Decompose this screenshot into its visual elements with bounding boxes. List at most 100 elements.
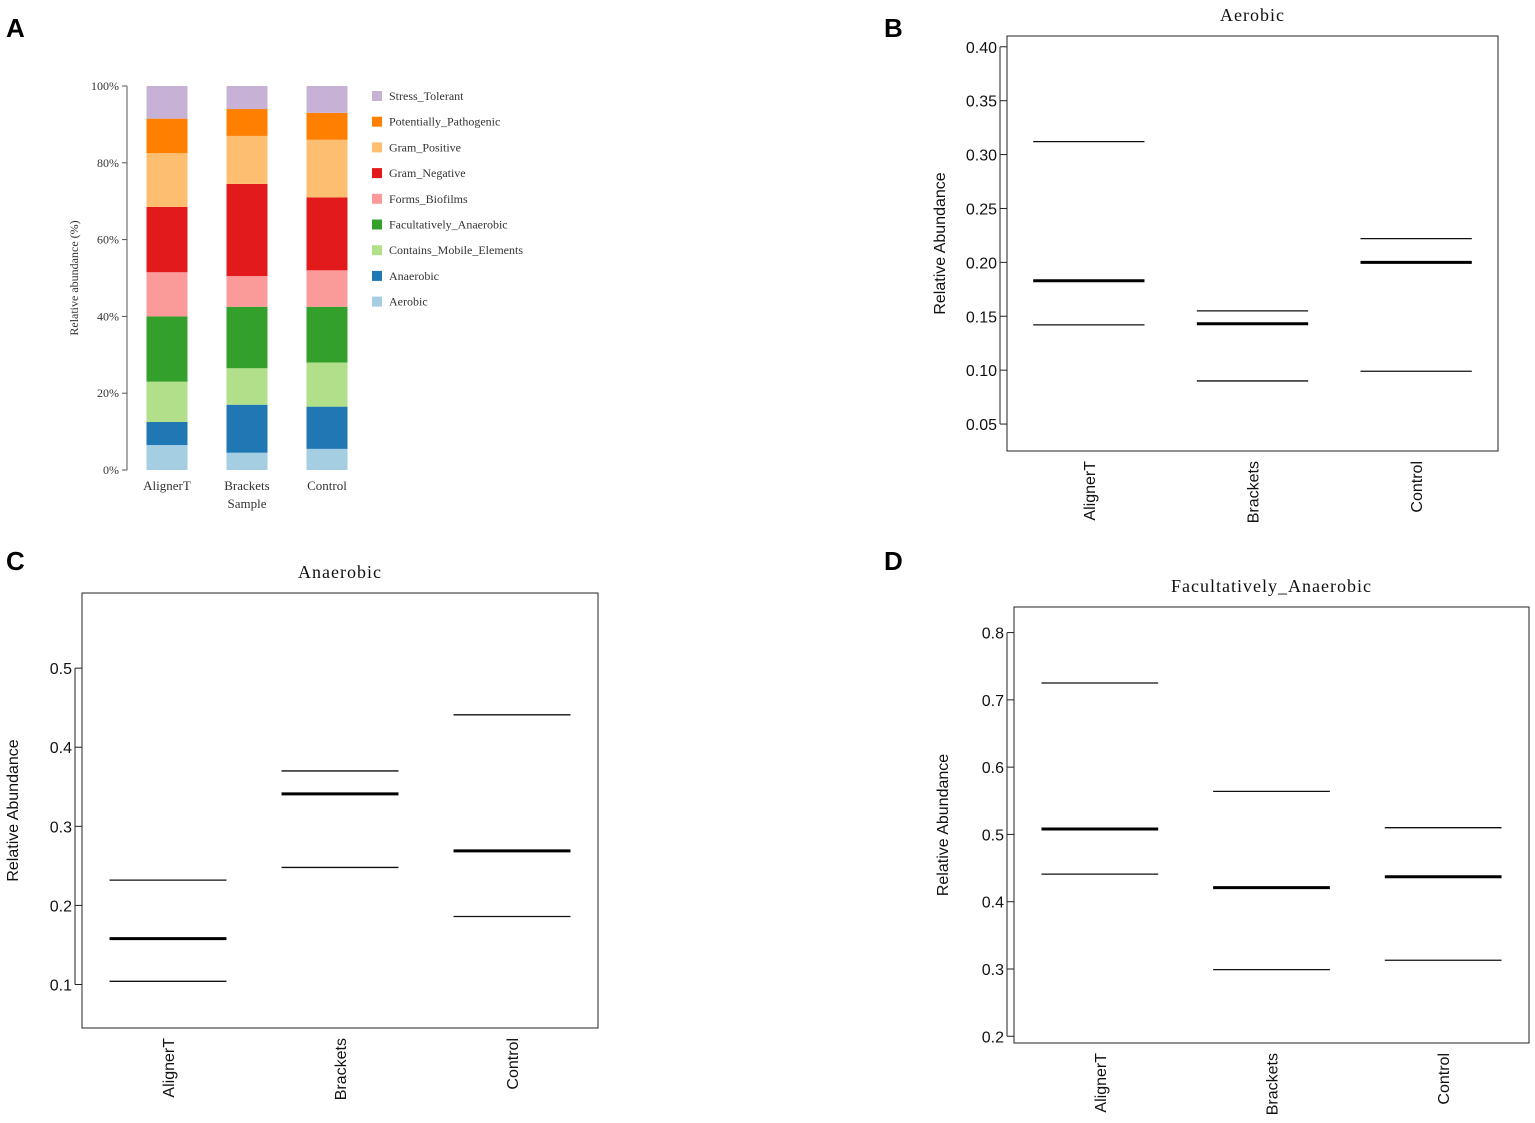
panel-a-bar-segment bbox=[306, 139, 348, 198]
panel-a-bar-segment bbox=[146, 118, 188, 154]
panel-letter-c: C bbox=[6, 546, 25, 576]
panel-a-bar-segment bbox=[146, 316, 188, 382]
panel-c-y-tick-label: 0.2 bbox=[50, 898, 72, 915]
panel-a-y-tick-label: 80% bbox=[97, 156, 119, 170]
panel-a-legend-swatch bbox=[372, 296, 382, 307]
panel-a-bar-segment bbox=[226, 306, 268, 369]
panel-d-plot-frame bbox=[1013, 606, 1530, 1044]
panel-a-bar-segment bbox=[226, 368, 268, 405]
panel-c-y-tick-label: 0.4 bbox=[50, 740, 72, 757]
panel-a-bar-segment bbox=[146, 86, 188, 119]
panel-a-y-tick-label: 40% bbox=[97, 309, 119, 323]
panel-a-y-tick-label: 100% bbox=[91, 79, 119, 93]
panel-letter-d: D bbox=[884, 546, 903, 576]
panel-d-y-tick-label: 0.4 bbox=[982, 895, 1004, 912]
panel-b-y-tick-label: 0.35 bbox=[966, 94, 997, 111]
panel-a-bar-segment bbox=[226, 109, 268, 136]
panel-c-x-tick-label: Control bbox=[505, 1038, 522, 1090]
panel-a-legend-swatch bbox=[372, 91, 382, 101]
panel-b-y-tick-label: 0.20 bbox=[966, 255, 997, 272]
panel-b-x-tick-label: Control bbox=[1409, 461, 1426, 513]
panel-a-bar-segment bbox=[226, 86, 268, 110]
panel-a-bar-segment bbox=[306, 448, 348, 470]
panel-d-x-tick-label: Control bbox=[1436, 1053, 1453, 1105]
panel-d-x-tick-label: Brackets bbox=[1265, 1053, 1282, 1115]
panel-d-y-tick-label: 0.5 bbox=[982, 827, 1004, 844]
panel-a-x-tick-label: Brackets bbox=[224, 478, 269, 493]
panel-a-legend-swatch bbox=[372, 245, 382, 256]
panel-a-bar-segment bbox=[306, 306, 348, 363]
panel-letter-a: A bbox=[6, 13, 25, 43]
panel-d-title: Facultatively_Anaerobic bbox=[1171, 576, 1372, 596]
panel-a-bar-segment bbox=[146, 445, 188, 470]
panel-b-y-tick-label: 0.05 bbox=[966, 417, 997, 434]
panel-d-y-tick-label: 0.6 bbox=[982, 760, 1004, 777]
panel-b-plot-frame bbox=[1006, 35, 1499, 452]
panel-c-y-axis-label: Relative Abundance bbox=[5, 739, 22, 881]
panel-a-bar-segment bbox=[306, 86, 348, 113]
panel-a-y-axis-label: Relative abundance (%) bbox=[67, 220, 81, 335]
panel-b-x-tick-label: Brackets bbox=[1246, 461, 1263, 523]
panel-d-y-tick-label: 0.8 bbox=[982, 626, 1004, 643]
panel-d-y-tick-label: 0.3 bbox=[982, 962, 1004, 979]
panel-d-facultatively-anaerobic-chart: Facultatively_Anaerobic 0.2 0.3 0.4 0.5 0.6 0.… bbox=[935, 576, 1530, 1115]
panel-a-legend-label: Gram_Positive bbox=[389, 140, 461, 154]
panel-d-y-axis-label: Relative Abundance bbox=[935, 754, 952, 896]
panel-a-legend-label: Facultatively_Anaerobic bbox=[389, 218, 508, 232]
panel-a-bar-segment bbox=[226, 404, 268, 453]
panel-a-bar-segment bbox=[146, 153, 188, 207]
panel-c-y-tick-label: 0.3 bbox=[50, 819, 72, 836]
panel-c-y-tick-label: 0.1 bbox=[50, 978, 72, 995]
panel-a-bar-segment bbox=[146, 381, 188, 422]
panel-a-legend-label: Potentially_Pathogenic bbox=[389, 115, 500, 129]
panel-b-y-tick-label: 0.25 bbox=[966, 201, 997, 218]
panel-a-bar-segment bbox=[226, 276, 268, 307]
panel-a-legend-label: Forms_Biofilms bbox=[389, 192, 468, 206]
panel-a-y-tick-label: 0% bbox=[103, 463, 119, 477]
panel-a-bar-segment bbox=[306, 406, 348, 449]
panel-a-bar-segment bbox=[146, 422, 188, 446]
panel-a-bar-segment bbox=[306, 112, 348, 140]
panel-a-bar-segment bbox=[306, 362, 348, 407]
panel-b-y-tick-label: 0.15 bbox=[966, 309, 997, 326]
panel-c-plot-frame bbox=[81, 592, 599, 1029]
panel-b-y-tick-label: 0.10 bbox=[966, 363, 997, 380]
panel-a-legend-swatch bbox=[372, 193, 382, 204]
panel-a-legend-swatch bbox=[372, 219, 382, 230]
panel-b-x-tick-label: AlignerT bbox=[1082, 461, 1099, 521]
panel-letter-b: B bbox=[884, 13, 903, 43]
panel-a-legend-label: Gram_Negative bbox=[389, 166, 466, 180]
panel-a-bar-segment bbox=[306, 270, 348, 307]
panel-c-title: Anaerobic bbox=[298, 562, 382, 582]
panel-b-title: Aerobic bbox=[1220, 5, 1285, 25]
panel-a-x-tick-label: AlignerT bbox=[143, 478, 191, 493]
panel-d-y-tick-label: 0.2 bbox=[982, 1029, 1004, 1046]
panel-a-legend-label: Contains_Mobile_Elements bbox=[389, 243, 523, 257]
panel-b-y-axis-label: Relative Abundance bbox=[932, 172, 949, 314]
panel-a-y-tick-label: 60% bbox=[97, 233, 119, 247]
panel-a-x-axis-label: Sample bbox=[228, 496, 267, 511]
panel-c-x-tick-label: Brackets bbox=[333, 1038, 350, 1100]
panel-a-x-tick-label: Control bbox=[307, 478, 347, 493]
panel-a-y-tick-label: 20% bbox=[97, 386, 119, 400]
panel-a-legend-swatch bbox=[372, 142, 382, 153]
panel-c-anaerobic-chart: Anaerobic 0.1 0.2 0.3 0.4 0.5 Relative Abundan… bbox=[5, 562, 599, 1100]
panel-b-y-tick-label: 0.30 bbox=[966, 148, 997, 165]
panel-a-legend-label: Stress_Tolerant bbox=[389, 89, 464, 103]
panel-a-legend-swatch bbox=[372, 270, 382, 281]
panel-a-legend-label: Anaerobic bbox=[389, 269, 439, 283]
panel-b-aerobic-chart: Aerobic 0.05 0.10 0.15 0.20 0.25 0.30 0.35 0.40 R… bbox=[932, 5, 1499, 523]
panel-d-y-tick-label: 0.7 bbox=[982, 693, 1004, 710]
panel-a-legend-label: Aerobic bbox=[389, 295, 428, 309]
panel-a-legend-swatch bbox=[372, 168, 382, 179]
panel-a-bar-segment bbox=[146, 206, 188, 273]
panel-d-x-tick-label: AlignerT bbox=[1093, 1053, 1110, 1113]
panel-c-x-tick-label: AlignerT bbox=[161, 1038, 178, 1098]
panel-a-stacked-bar-chart: 0% 20% 40% 60% 80% 100% Relative abundance (%)… bbox=[67, 79, 523, 511]
panel-a-bar-segment bbox=[146, 272, 188, 317]
panel-b-y-tick-label: 0.40 bbox=[966, 40, 997, 57]
panel-c-y-tick-label: 0.5 bbox=[50, 661, 72, 678]
panel-a-bar-segment bbox=[226, 452, 268, 470]
panel-a-bar-segment bbox=[226, 183, 268, 277]
